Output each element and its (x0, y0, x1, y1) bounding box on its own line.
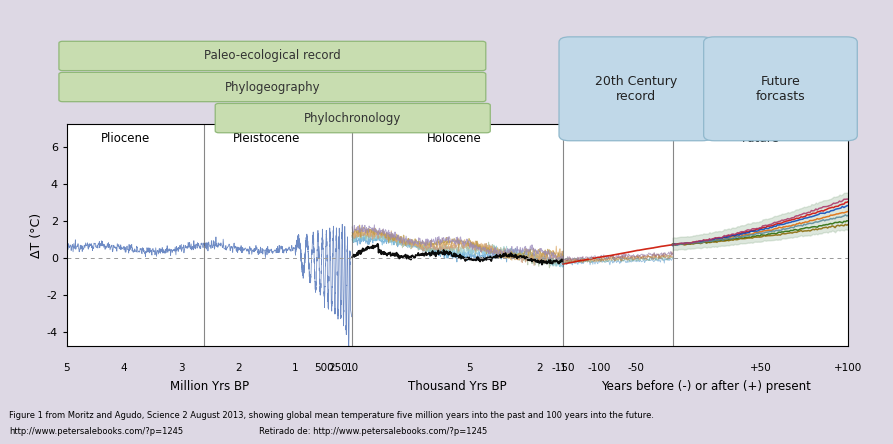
Text: Holocene: Holocene (426, 132, 481, 145)
Text: 2: 2 (235, 363, 241, 373)
Text: http://www.petersalebooks.com/?p=1245: http://www.petersalebooks.com/?p=1245 (9, 427, 183, 436)
Text: Pleistocene: Pleistocene (232, 132, 300, 145)
Text: 5: 5 (466, 363, 472, 373)
Text: Phylogeography: Phylogeography (224, 80, 321, 94)
Text: 1: 1 (292, 363, 298, 373)
Text: -150: -150 (551, 363, 575, 373)
Text: Years before (-) or after (+) present: Years before (-) or after (+) present (601, 380, 811, 392)
Text: Retirado de: http://www.petersalebooks.com/?p=1245: Retirado de: http://www.petersalebooks.c… (259, 427, 488, 436)
Text: 5: 5 (63, 363, 71, 373)
Text: 4: 4 (121, 363, 128, 373)
Text: Paleo-ecological record: Paleo-ecological record (204, 49, 341, 63)
Text: Figure 1 from Moritz and Agudo, Science 2 August 2013, showing global mean tempe: Figure 1 from Moritz and Agudo, Science … (9, 411, 654, 420)
Text: 20th Century
record: 20th Century record (595, 75, 677, 103)
Text: 250: 250 (328, 363, 348, 373)
Y-axis label: ΔT (°C): ΔT (°C) (29, 213, 43, 258)
Text: 1: 1 (560, 363, 566, 373)
Text: -100: -100 (588, 363, 612, 373)
Text: 2: 2 (537, 363, 543, 373)
Text: 10: 10 (346, 363, 359, 373)
Text: 500: 500 (314, 363, 333, 373)
Text: Thousand Yrs BP: Thousand Yrs BP (408, 380, 507, 392)
Text: Pliocene: Pliocene (101, 132, 150, 145)
Text: +50: +50 (749, 363, 772, 373)
Text: Phylochronology: Phylochronology (304, 111, 402, 125)
Text: Million Yrs BP: Million Yrs BP (170, 380, 249, 392)
Text: -50: -50 (628, 363, 645, 373)
Text: Future: Future (742, 132, 780, 145)
Text: 3: 3 (178, 363, 184, 373)
Text: +100: +100 (834, 363, 863, 373)
Text: Future
forcasts: Future forcasts (755, 75, 805, 103)
